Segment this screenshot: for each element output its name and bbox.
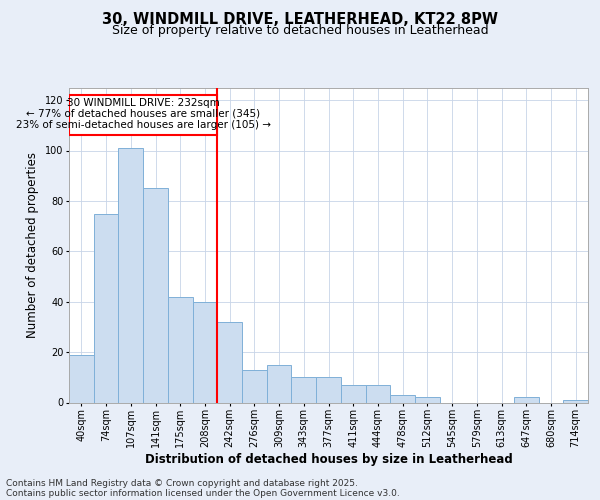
Bar xyxy=(118,148,143,403)
Bar xyxy=(193,302,217,402)
Text: 30, WINDMILL DRIVE, LEATHERHEAD, KT22 8PW: 30, WINDMILL DRIVE, LEATHERHEAD, KT22 8P… xyxy=(102,12,498,28)
Y-axis label: Number of detached properties: Number of detached properties xyxy=(26,152,40,338)
Text: ← 77% of detached houses are smaller (345): ← 77% of detached houses are smaller (34… xyxy=(26,109,260,119)
Bar xyxy=(341,385,365,402)
Text: Size of property relative to detached houses in Leatherhead: Size of property relative to detached ho… xyxy=(112,24,488,37)
Bar xyxy=(168,296,193,403)
Text: Contains public sector information licensed under the Open Government Licence v3: Contains public sector information licen… xyxy=(6,488,400,498)
Bar xyxy=(563,400,588,402)
Bar xyxy=(242,370,267,402)
Bar xyxy=(390,395,415,402)
Bar xyxy=(365,385,390,402)
X-axis label: Distribution of detached houses by size in Leatherhead: Distribution of detached houses by size … xyxy=(145,453,512,466)
Text: 23% of semi-detached houses are larger (105) →: 23% of semi-detached houses are larger (… xyxy=(16,120,271,130)
Bar xyxy=(267,364,292,403)
Bar xyxy=(69,354,94,403)
Text: 30 WINDMILL DRIVE: 232sqm: 30 WINDMILL DRIVE: 232sqm xyxy=(67,98,220,108)
Bar xyxy=(94,214,118,402)
Bar xyxy=(217,322,242,402)
FancyBboxPatch shape xyxy=(69,95,217,136)
Bar xyxy=(514,398,539,402)
Text: Contains HM Land Registry data © Crown copyright and database right 2025.: Contains HM Land Registry data © Crown c… xyxy=(6,478,358,488)
Bar xyxy=(292,378,316,402)
Bar xyxy=(316,378,341,402)
Bar xyxy=(415,398,440,402)
Bar xyxy=(143,188,168,402)
